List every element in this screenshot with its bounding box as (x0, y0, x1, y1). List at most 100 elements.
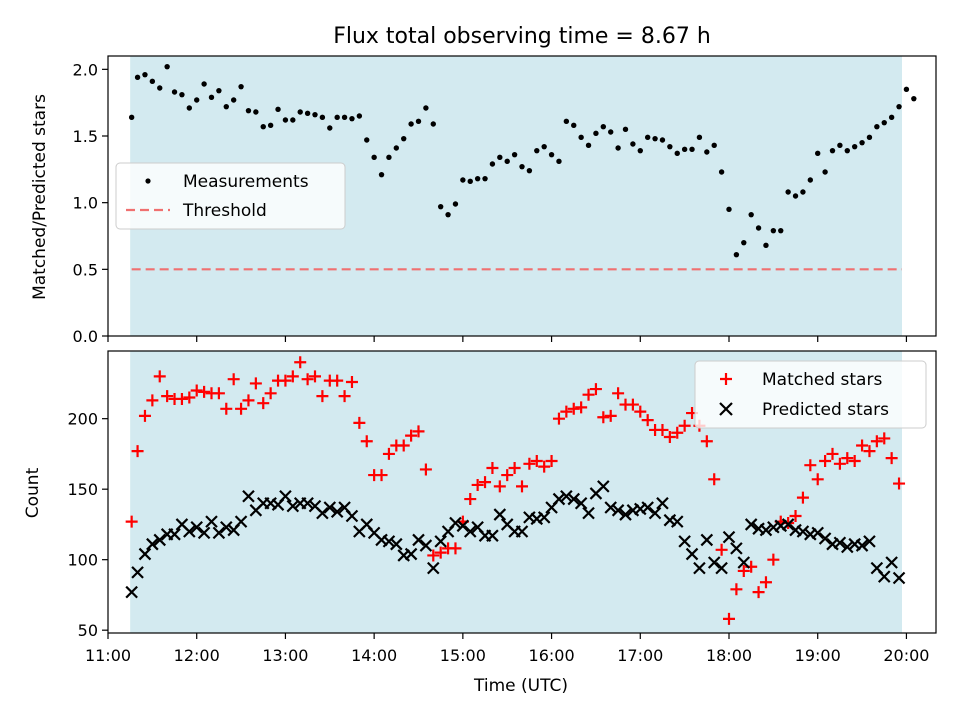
measurement-point (711, 142, 717, 149)
measurement-point (489, 161, 496, 167)
measurement-point (593, 130, 599, 137)
series-measurements (128, 63, 917, 258)
measurement-point (128, 114, 135, 121)
series-predicted-stars (125, 480, 906, 599)
matched-star-point (752, 586, 765, 599)
predicted-star-point (434, 535, 447, 548)
measurement-point (327, 125, 333, 131)
measurement-point (615, 145, 621, 151)
matched-star-point (419, 463, 432, 476)
matched-star-point (878, 432, 891, 445)
measurement-point (312, 111, 318, 118)
matched-star-point (220, 402, 233, 415)
measurement-point (201, 81, 207, 87)
measurement-point (260, 123, 266, 130)
measurement-point (541, 143, 547, 150)
matched-star-point (434, 546, 447, 559)
measurement-point (474, 175, 481, 182)
matched-star-point (479, 476, 492, 489)
y-axis-ratio: 0.0 0.5 1.0 1.5 2.0 (73, 60, 108, 346)
measurement-point (275, 106, 281, 113)
legend-marker-matched (720, 373, 732, 385)
predicted-star-point (641, 501, 654, 514)
measurement-point (467, 178, 473, 185)
measurement-point (785, 189, 791, 195)
matched-star-point (819, 454, 832, 467)
matched-star-point (582, 388, 595, 401)
matched-star-point (397, 439, 410, 452)
measurement-point (364, 137, 370, 143)
predicted-star-point (168, 528, 181, 541)
measurement-point (578, 134, 584, 141)
matched-star-point (560, 405, 573, 418)
matched-star-point (493, 480, 506, 493)
x-tick-label: 11:00 (85, 646, 131, 665)
matched-star-point (700, 435, 713, 448)
measurement-point (349, 115, 355, 122)
measurement-point (637, 147, 643, 154)
measurement-point (304, 110, 311, 117)
predicted-star-point (656, 497, 669, 510)
axes-frame-ratio (107, 55, 937, 337)
matched-star-point (294, 356, 307, 369)
measurement-point (608, 129, 614, 135)
measurement-point (179, 91, 185, 98)
measurement-point (386, 154, 392, 161)
predicted-star-point (515, 525, 529, 538)
matched-star-point (597, 411, 610, 424)
matched-star-point (789, 509, 802, 522)
measurement-point (755, 225, 762, 231)
measurement-point (142, 71, 148, 78)
matched-star-point (575, 401, 588, 414)
measurement-point (888, 114, 895, 121)
y-tick-label: 150 (67, 480, 98, 499)
matched-star-point (279, 374, 292, 387)
predicted-star-point (678, 535, 691, 548)
matched-star-point (796, 491, 809, 504)
measurement-point (526, 167, 533, 174)
y-tick-label: 0.5 (73, 260, 98, 279)
x-tick-label: 19:00 (795, 646, 841, 665)
predicted-star-point (486, 529, 499, 542)
measurement-point (881, 119, 887, 126)
matched-star-point (175, 392, 188, 405)
measurement-point (911, 95, 917, 102)
measurement-point (341, 114, 348, 121)
x-tick-label: 16:00 (529, 646, 575, 665)
measurement-point (238, 83, 244, 90)
predicted-star-point (330, 505, 344, 519)
y-tick-label: 50 (78, 621, 98, 640)
matched-star-point (331, 374, 344, 387)
predicted-star-point (685, 547, 699, 561)
matched-star-point (634, 405, 647, 418)
measurement-point (134, 74, 141, 81)
measurement-point (504, 158, 510, 165)
measurement-point (778, 227, 784, 234)
predicted-star-point (138, 547, 152, 561)
matched-star-point (567, 402, 580, 415)
measurement-point (844, 147, 850, 154)
matched-star-point (641, 414, 654, 427)
measurement-point (815, 150, 821, 157)
matched-star-point (737, 564, 750, 577)
measurement-point (851, 143, 858, 150)
measurement-point (319, 114, 326, 121)
measurement-point (563, 118, 570, 125)
panel-count: 50 100 150 200 11:00 12:00 13:00 14:00 15:00 16:… (23, 350, 937, 696)
matched-star-point (523, 457, 536, 470)
series-matched-stars (125, 356, 906, 625)
matched-star-point (841, 452, 854, 465)
y-tick-label: 100 (67, 551, 98, 570)
measurement-point (371, 154, 377, 161)
matched-star-point (767, 553, 780, 566)
predicted-star-point (560, 489, 573, 503)
matched-star-point (212, 387, 225, 400)
measurement-point (356, 113, 363, 119)
matched-star-point (264, 387, 277, 400)
predicted-star-point (722, 530, 736, 544)
matched-star-point (345, 376, 358, 389)
measurement-point (149, 78, 156, 85)
predicted-star-point (597, 480, 610, 493)
y-tick-label: 200 (67, 410, 98, 429)
matched-star-point (382, 447, 395, 460)
